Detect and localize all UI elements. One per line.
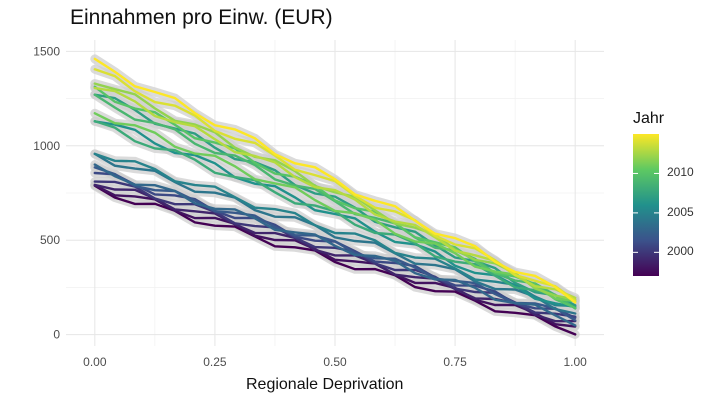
series-lines: [93, 57, 577, 336]
series-line-2015: [93, 57, 577, 304]
series-line-2010: [93, 85, 577, 309]
y-tick-labels: 0 500 1000 1500: [33, 44, 60, 341]
y-tick-label: 1500: [33, 44, 60, 58]
legend-title: Jahr: [633, 110, 665, 127]
y-tick-label: 500: [40, 233, 60, 247]
y-tick-label: 0: [53, 328, 60, 342]
legend-colorbar: [633, 134, 659, 276]
y-tick-label: 1000: [33, 139, 60, 153]
series-line-2005: [93, 152, 577, 308]
series-line-1998: [93, 184, 577, 328]
series-line-2014: [93, 68, 577, 302]
legend-tick-label: 2005: [667, 204, 694, 219]
x-tick-label: 0.50: [323, 355, 347, 369]
legend-tick-label: 2010: [667, 165, 694, 180]
chart-title: Einnahmen pro Einw. (EUR): [70, 6, 333, 29]
legend-tick-label: 2000: [667, 244, 694, 259]
x-tick-label: 0.75: [443, 355, 467, 369]
x-tick-label: 1.00: [563, 355, 587, 369]
color-legend: Jahr 2000 2005 2010: [633, 110, 694, 276]
series-line-2012: [93, 82, 577, 301]
series-line-2003: [93, 163, 577, 327]
x-axis-label: Regionale Deprivation: [246, 376, 404, 393]
x-tick-label: 0.00: [83, 355, 107, 369]
x-tick-labels: 0.00 0.25 0.50 0.75 1.00: [83, 355, 587, 369]
series-line-2011: [93, 112, 577, 303]
x-tick-label: 0.25: [203, 355, 227, 369]
